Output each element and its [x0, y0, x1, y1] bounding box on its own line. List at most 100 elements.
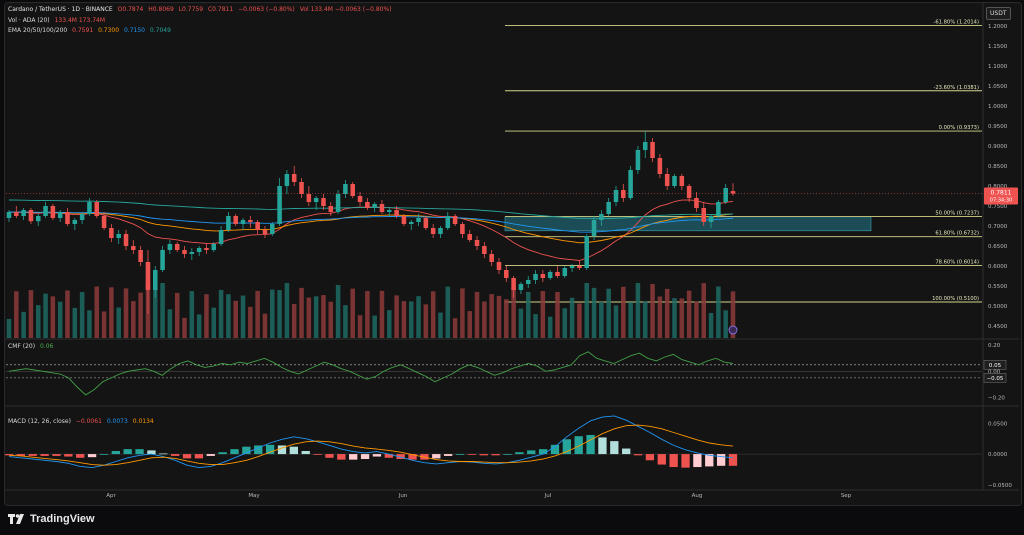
- macd-histogram-bar: [728, 454, 738, 466]
- volume-bar: [365, 291, 370, 338]
- candle-body: [299, 182, 304, 194]
- macd-histogram-bar: [705, 454, 714, 467]
- volume-bar: [335, 285, 341, 338]
- macd-title[interactable]: MACD (12, 26, close): [8, 418, 71, 425]
- low-value: L0.7759: [178, 6, 204, 13]
- candle-body: [416, 218, 421, 222]
- macd-histogram-bar: [147, 450, 156, 455]
- macd-histogram-bar: [657, 454, 666, 465]
- ema100-line: [8, 211, 734, 233]
- volume-bar: [6, 319, 12, 338]
- volume-bar: [123, 288, 129, 338]
- macd-histogram-bar: [360, 454, 370, 460]
- volume-bar: [562, 308, 568, 338]
- volume-bar: [679, 298, 685, 338]
- macd-histogram-bar: [230, 449, 239, 455]
- candle-body: [116, 234, 121, 238]
- ema20-value: 0.7591: [72, 27, 94, 34]
- volume-bar: [167, 309, 173, 338]
- volume-bar: [694, 301, 699, 338]
- macd-histogram-bar: [396, 454, 405, 460]
- price-tick-label: 0.4500: [988, 324, 1008, 330]
- volume-bar: [569, 297, 575, 338]
- candle-body: [467, 234, 472, 240]
- candle-body: [189, 252, 195, 254]
- volume-bar: [445, 286, 451, 338]
- macd-signal-line: [8, 424, 734, 466]
- candle-body: [321, 198, 326, 206]
- fib-level-label: -23.60% (1.0381): [934, 85, 980, 91]
- volume-bar: [321, 295, 326, 338]
- price-tick-label: 1.1000: [988, 64, 1008, 70]
- candle-body: [504, 270, 509, 278]
- macd-tick-label: −0.0500: [988, 483, 1012, 489]
- macd-histogram-bar: [159, 453, 168, 455]
- candle-body: [211, 244, 217, 250]
- cmf-tick-label: 0.20: [988, 343, 1001, 349]
- macd-histogram-bar: [408, 454, 417, 460]
- time-tick-label: Apr: [106, 493, 116, 499]
- symbol-legend: Cardano / TetherUS · 1D · BINANCE O0.787…: [8, 6, 395, 13]
- ema50-line: [8, 211, 734, 244]
- candle-body: [591, 220, 597, 236]
- open-value: O0.7874: [117, 6, 144, 13]
- candle-body: [145, 262, 151, 290]
- macd-histogram-bar: [562, 439, 571, 455]
- macd-histogram-bar: [182, 454, 192, 459]
- candle-body: [460, 224, 465, 234]
- ema100-value: 0.7150: [123, 27, 145, 34]
- candle-body: [423, 218, 429, 228]
- cmf-legend: CMF (20) 0.06: [8, 343, 56, 350]
- price-tick-label: 0.9000: [988, 144, 1008, 150]
- price-tick-label: 1.2000: [988, 24, 1008, 30]
- volume-bar: [504, 299, 509, 338]
- candle-body: [496, 262, 502, 270]
- time-tick-label: May: [248, 493, 260, 499]
- countdown-label: 07:34:30: [990, 198, 1012, 204]
- volume-bar: [116, 307, 121, 338]
- candle-body: [28, 210, 34, 222]
- macd-histogram-bar: [432, 454, 441, 459]
- cmf-reference-tag: [983, 373, 1007, 383]
- ema-indicator-title[interactable]: EMA 20/50/100/200: [8, 27, 68, 34]
- candle-body: [716, 202, 721, 216]
- candle-body: [270, 224, 275, 234]
- candle-body: [109, 228, 114, 238]
- macd-tick-label: 0.0500: [988, 421, 1008, 427]
- candle-body: [723, 188, 728, 202]
- currency-button[interactable]: USDT: [986, 7, 1011, 20]
- cmf-reference-tag: [983, 360, 1007, 370]
- volume-bar: [94, 286, 100, 338]
- candle-body: [196, 248, 202, 252]
- volume-bar: [174, 292, 180, 338]
- candle-body: [577, 266, 582, 268]
- time-tick-label: Sep: [841, 493, 852, 499]
- tradingview-logo[interactable]: TradingView: [8, 513, 95, 525]
- price-tick-label: 1.0000: [988, 104, 1008, 110]
- symbol-title[interactable]: Cardano / TetherUS · 1D · BINANCE: [8, 6, 113, 13]
- candle-body: [248, 220, 253, 222]
- candle-body: [14, 212, 19, 216]
- macd-histogram-bar: [87, 454, 97, 458]
- time-tick-label: Jul: [544, 493, 552, 499]
- candle-body: [445, 216, 451, 228]
- candle-body: [328, 206, 334, 212]
- candle-body: [313, 198, 319, 202]
- macd-histogram-bar: [123, 449, 132, 455]
- macd-histogram-bar: [574, 436, 583, 455]
- price-tick-label: 0.8500: [988, 164, 1008, 170]
- candle-body: [686, 186, 692, 198]
- candle-body: [160, 250, 165, 270]
- last-price-label: 0.7811: [991, 190, 1012, 197]
- macd-line-value: 0.0073: [106, 418, 128, 425]
- candle-body: [555, 272, 560, 276]
- fib-level-label: 100.00% (0.5100): [932, 296, 979, 302]
- candle-body: [679, 176, 685, 186]
- volume-bar: [255, 290, 260, 338]
- cmf-title[interactable]: CMF (20): [8, 343, 36, 350]
- volume-bar: [416, 296, 421, 338]
- volume-bar: [635, 283, 641, 338]
- macd-histogram-bar: [693, 454, 702, 468]
- volume-indicator-title[interactable]: Vol · ADA (20): [8, 17, 50, 24]
